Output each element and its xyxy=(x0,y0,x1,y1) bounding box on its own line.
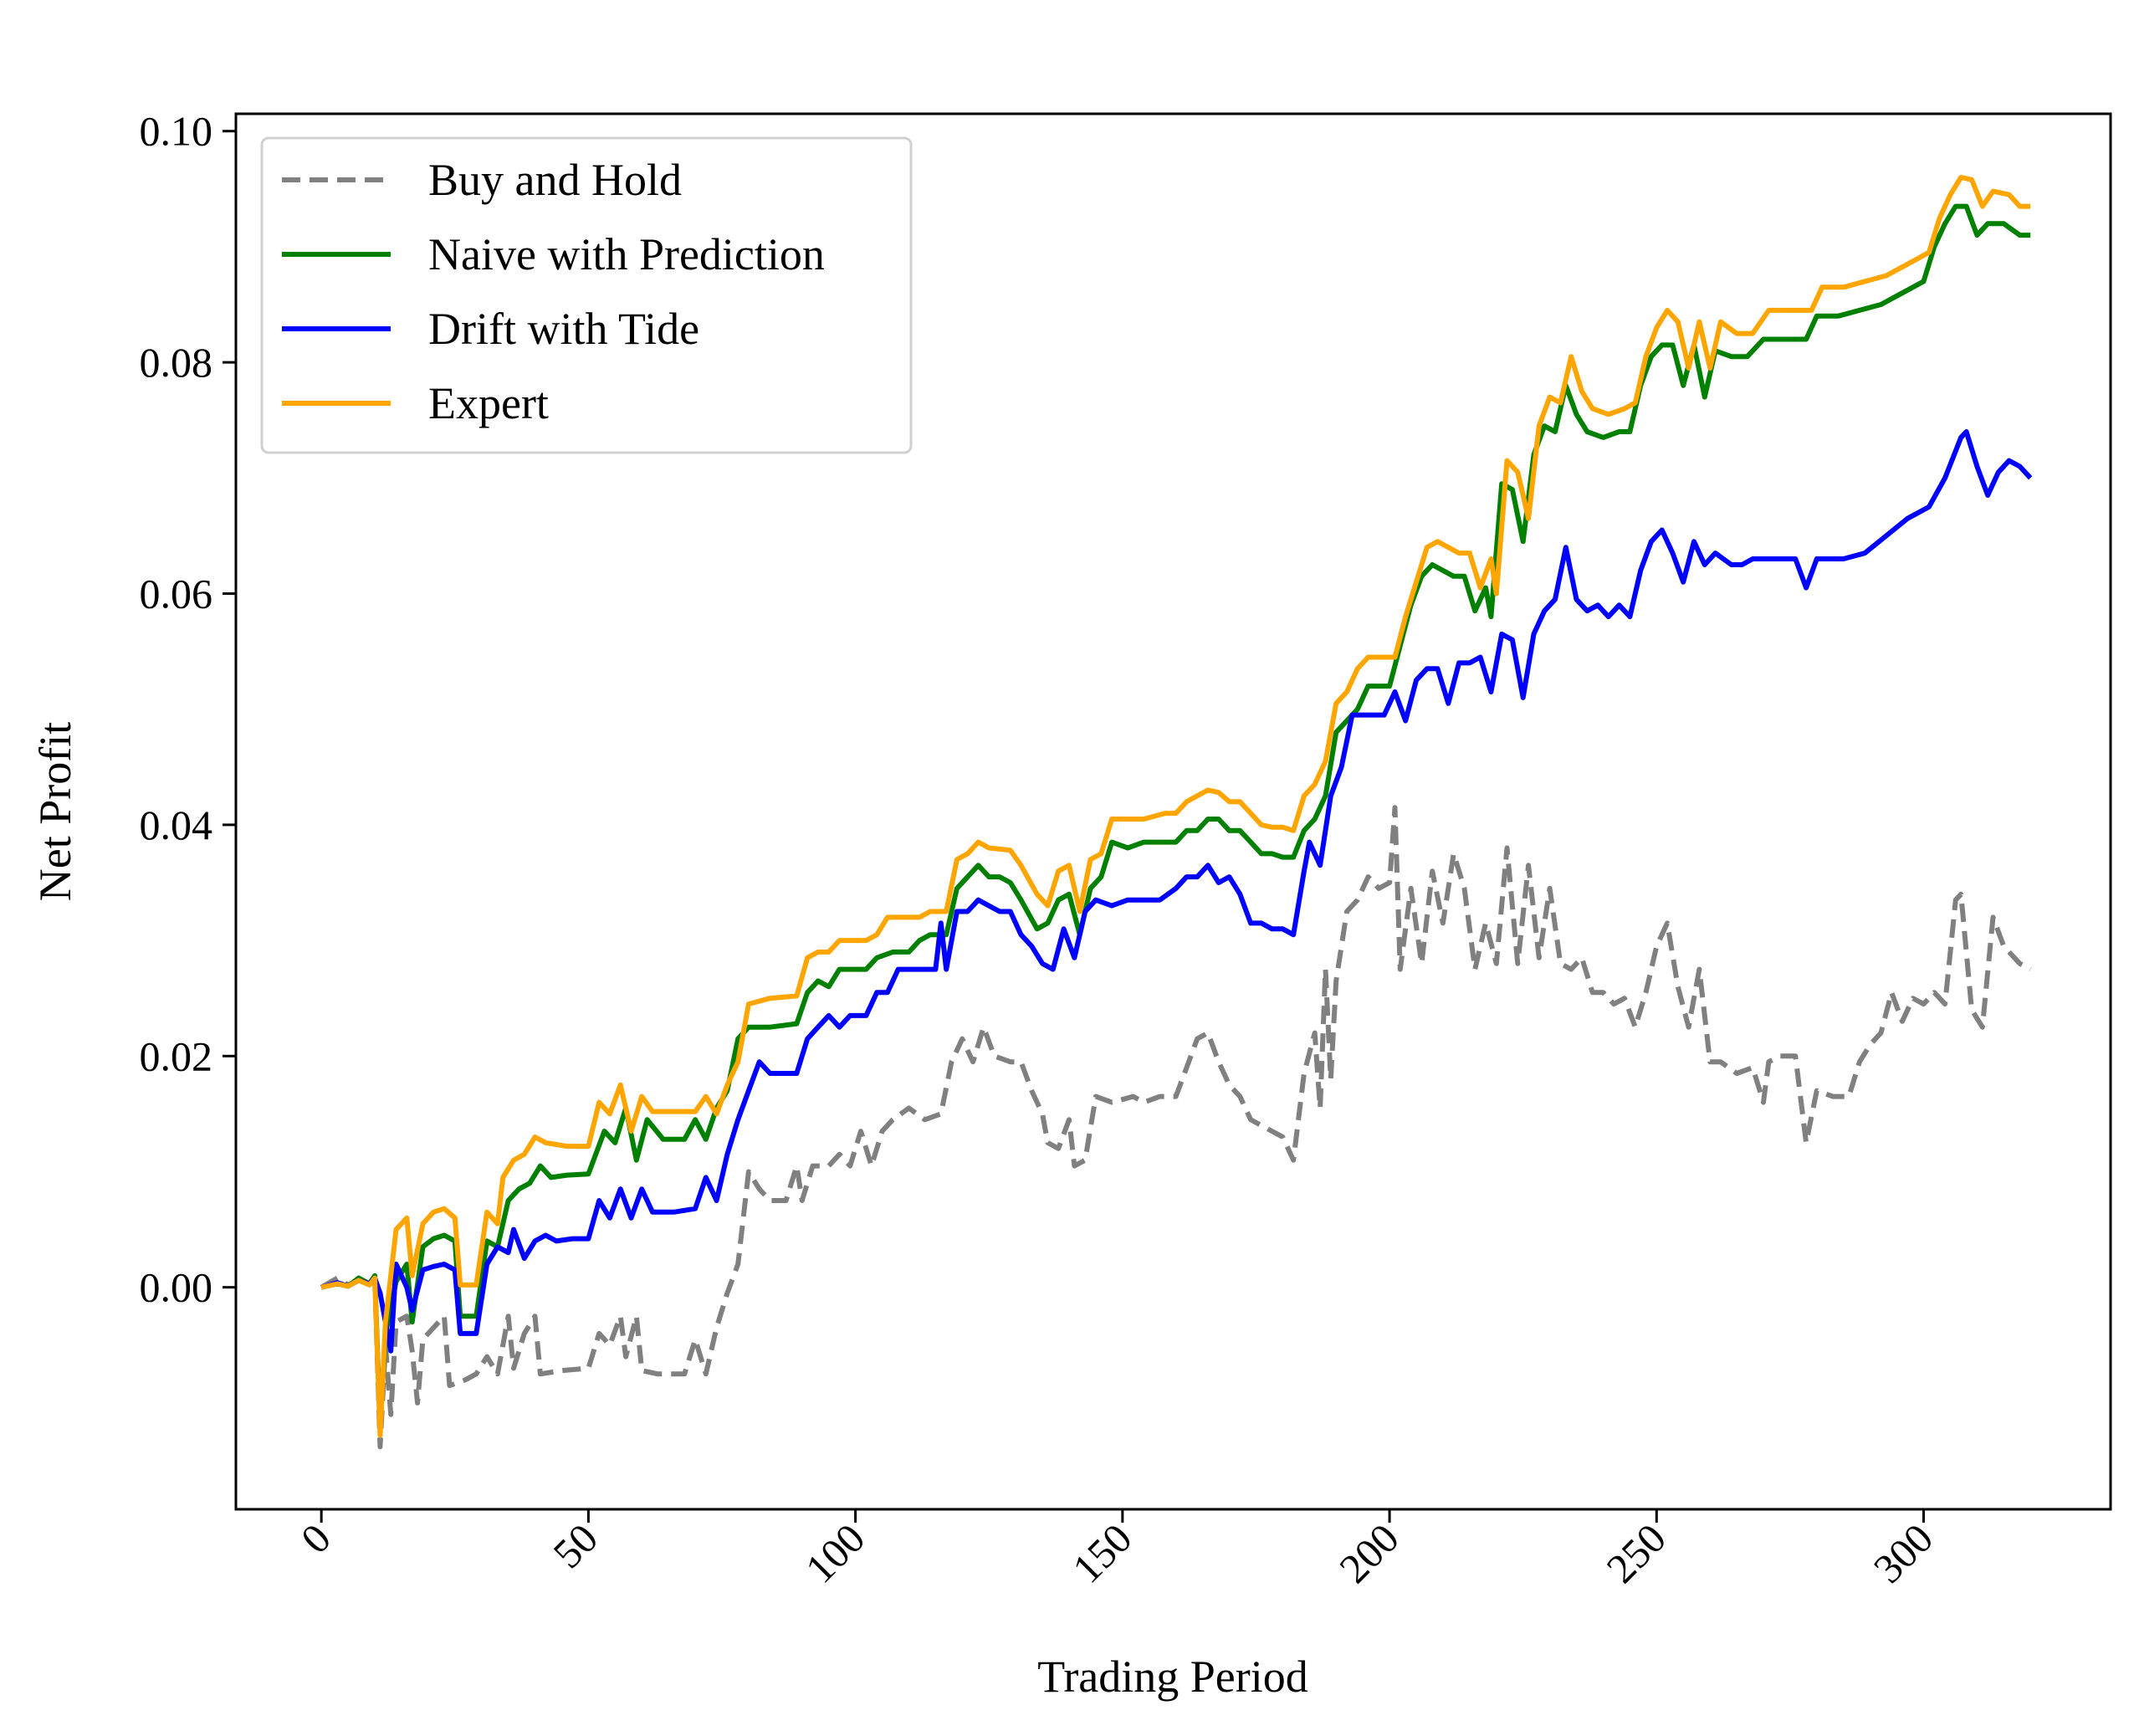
y-tick-label: 0.00 xyxy=(140,1264,213,1311)
legend: Buy and Hold Naive with Prediction Drift w… xyxy=(260,136,913,454)
series-line-2 xyxy=(320,429,2033,1354)
y-tick-label: 0.04 xyxy=(140,801,213,848)
legend-box xyxy=(260,136,913,454)
legend-label-1: Naive with Prediction xyxy=(428,229,825,279)
x-axis-label: Trading Period xyxy=(1037,1652,1308,1702)
legend-label-2: Drift with Tide xyxy=(428,304,699,354)
y-tick-label: 0.08 xyxy=(140,339,213,386)
series-line-3 xyxy=(320,175,2031,1438)
legend-label-3: Expert xyxy=(428,378,549,428)
plot-frame xyxy=(234,112,2112,1511)
y-tick-label: 0.10 xyxy=(140,108,213,155)
y-axis-label: Net Profit xyxy=(30,722,80,901)
y-axis: 0.00 0.02 0.04 0.06 0.08 0.10 xyxy=(140,108,236,1311)
series-layer xyxy=(320,175,2033,1450)
legend-label-0: Buy and Hold xyxy=(428,155,682,205)
y-tick-label: 0.06 xyxy=(140,571,213,617)
series-line-0 xyxy=(320,805,2032,1450)
y-tick-label: 0.02 xyxy=(140,1032,213,1079)
series-line-1 xyxy=(320,203,2031,1429)
